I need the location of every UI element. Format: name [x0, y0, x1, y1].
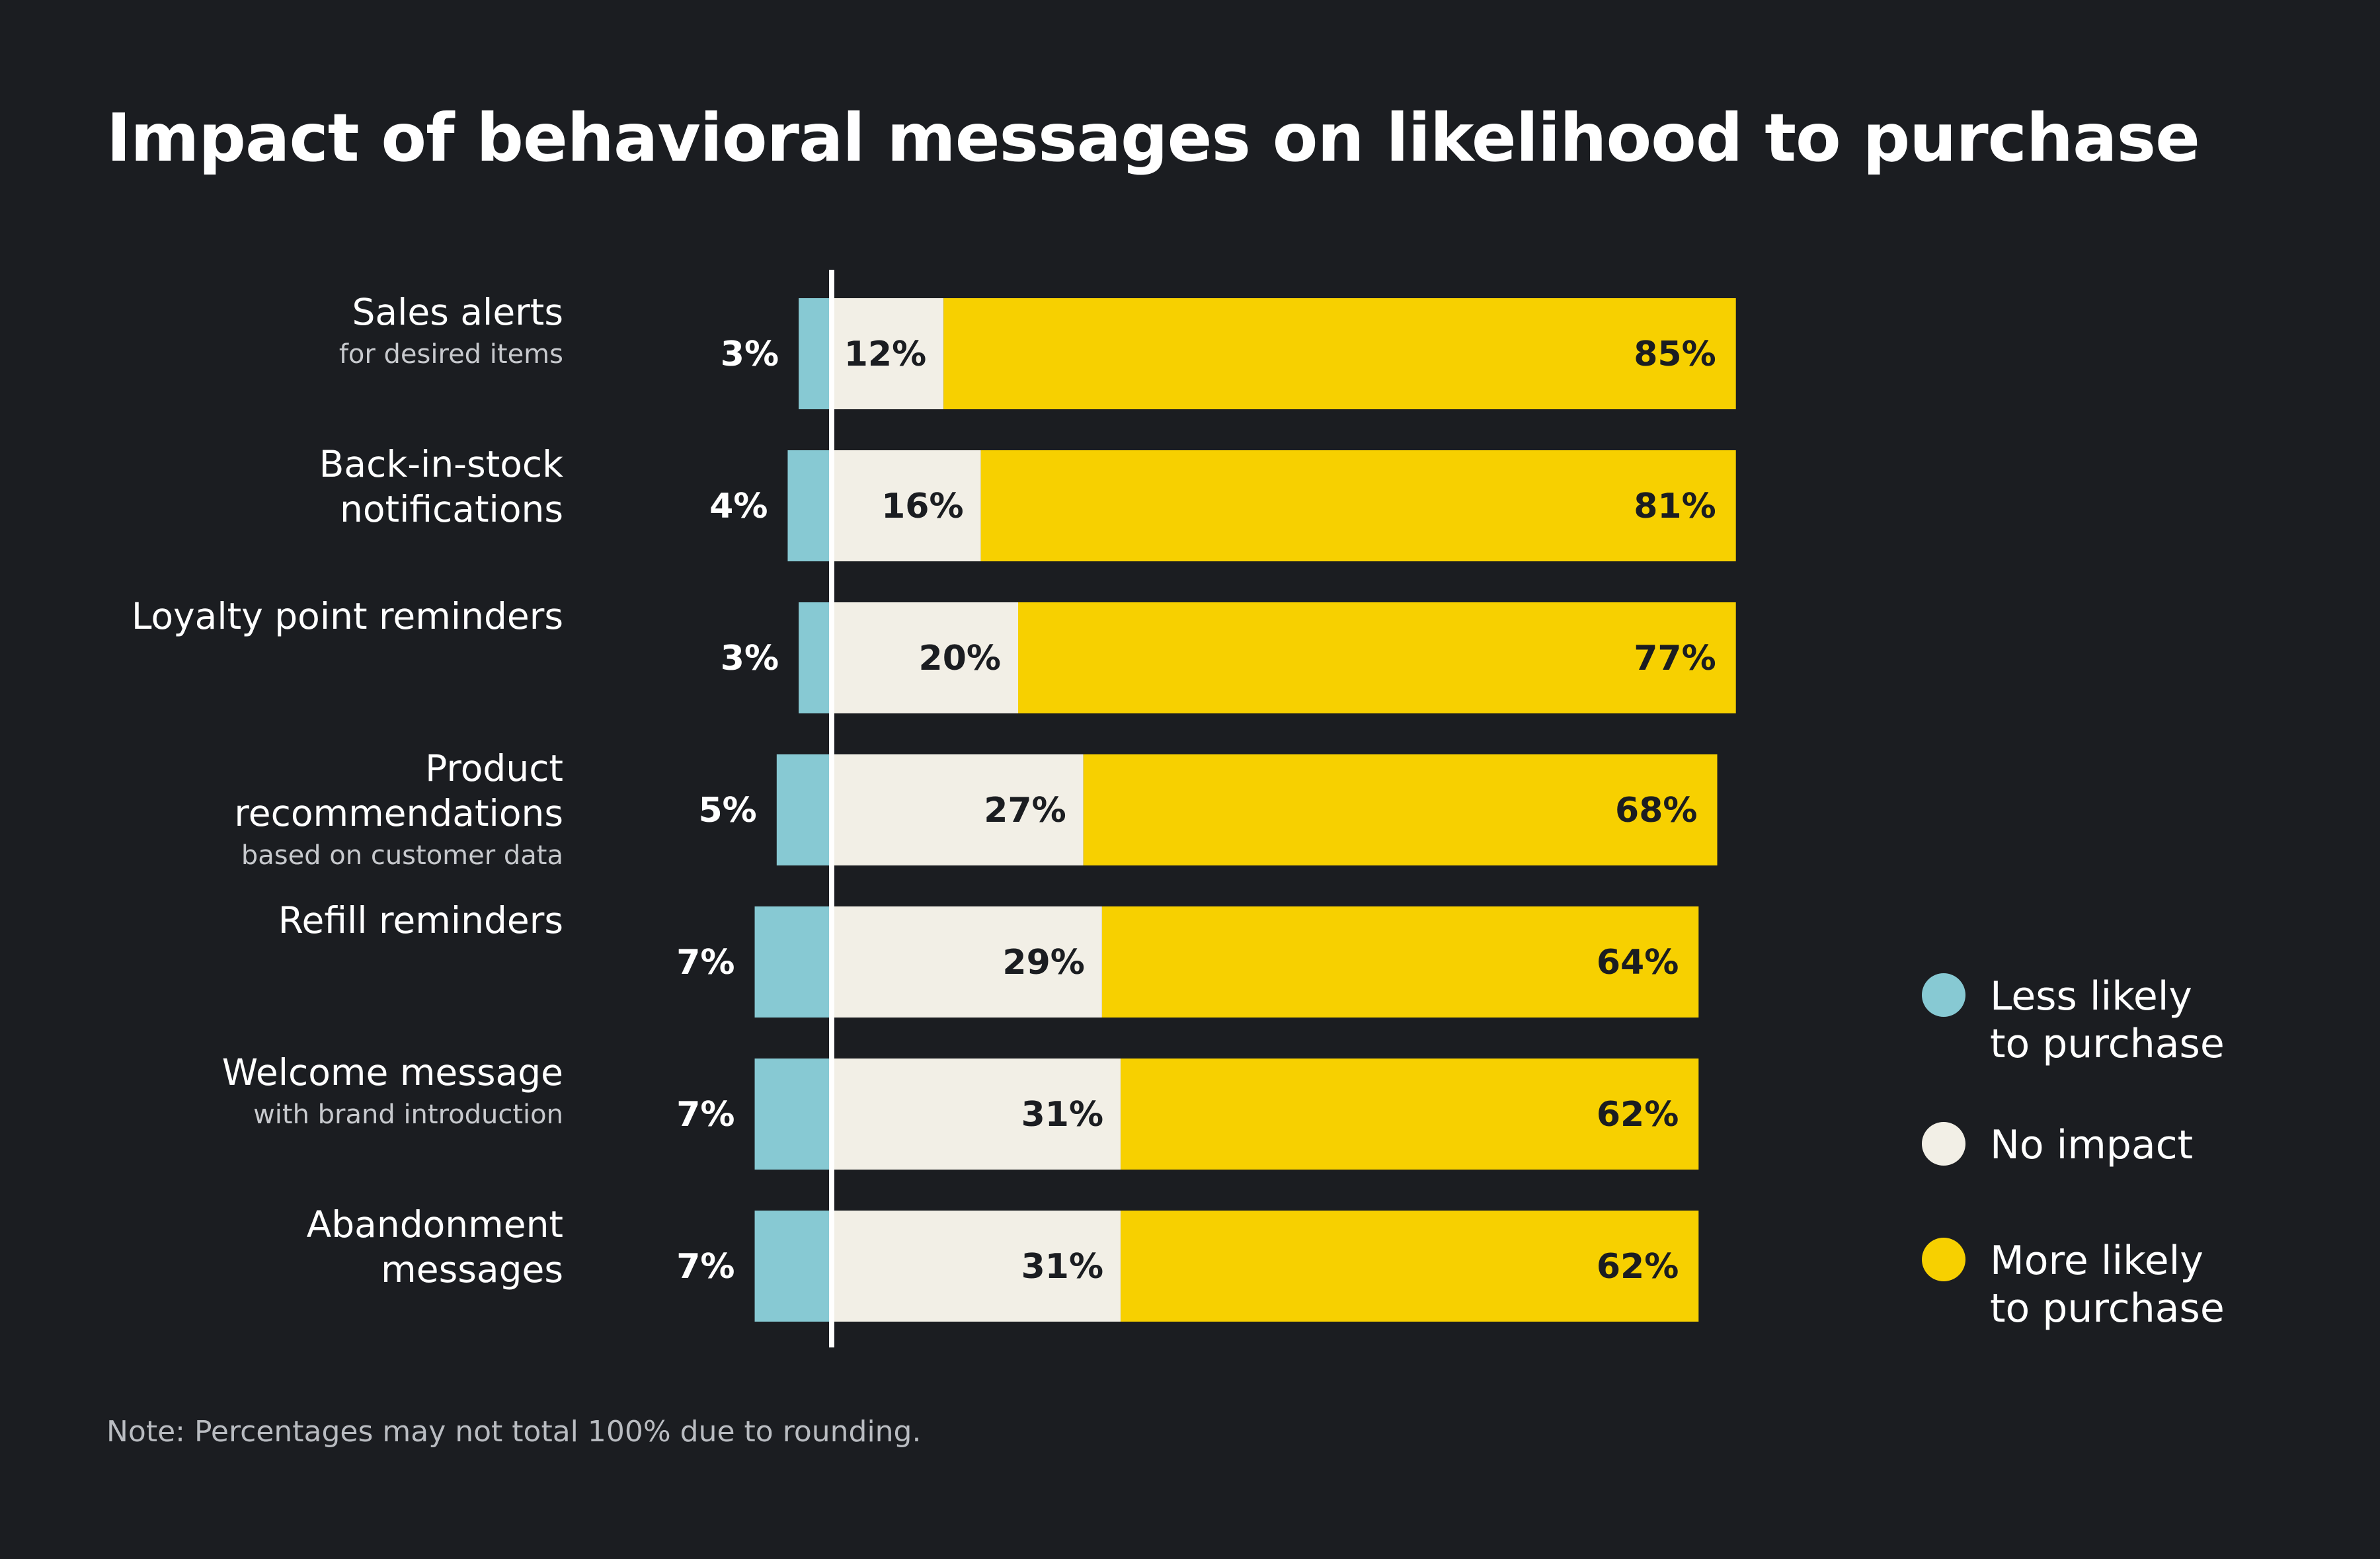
bar-less-likely	[799, 298, 832, 409]
bar-no-impact	[832, 754, 1084, 865]
label-no-impact: 29%	[1002, 943, 1084, 982]
bar-less-likely	[787, 450, 832, 561]
bar-no-impact	[832, 1211, 1121, 1322]
bar-no-impact	[832, 1059, 1121, 1170]
label-no-impact: 16%	[881, 487, 963, 526]
category-label: recommendations	[234, 792, 563, 834]
legend-swatch-no-impact	[1922, 1122, 1965, 1166]
label-more-likely: 62%	[1597, 1095, 1679, 1135]
category-label: Abandonment	[307, 1203, 563, 1246]
legend-label: to purchase	[1990, 1021, 2225, 1067]
category-label: Back-in-stock	[319, 443, 563, 485]
label-less-likely: 7%	[676, 1247, 734, 1287]
label-more-likely: 77%	[1634, 639, 1716, 678]
bar-more-likely	[980, 450, 1736, 561]
category-label: Refill reminders	[278, 899, 563, 941]
label-less-likely: 4%	[709, 487, 768, 526]
label-no-impact: 31%	[1021, 1247, 1103, 1287]
category-sublabel: based on customer data	[241, 840, 563, 871]
bar-less-likely	[754, 1059, 832, 1170]
bar-no-impact	[832, 298, 944, 409]
bar-less-likely	[799, 602, 832, 713]
legend-swatch-less-likely	[1922, 973, 1965, 1017]
bar-more-likely	[1101, 906, 1699, 1018]
bar-more-likely	[1018, 602, 1736, 713]
label-no-impact: 27%	[984, 791, 1066, 830]
category-label: notifications	[340, 488, 563, 530]
label-more-likely: 85%	[1634, 335, 1716, 374]
legend-label: to purchase	[1990, 1285, 2225, 1332]
footnote: Note: Percentages may not total 100% due…	[106, 1415, 922, 1449]
bar-no-impact	[832, 602, 1018, 713]
bar-no-impact	[832, 906, 1102, 1018]
legend-label: More likely	[1990, 1238, 2203, 1284]
category-label: Sales alerts	[352, 291, 563, 333]
label-more-likely: 64%	[1597, 943, 1679, 982]
label-more-likely: 62%	[1597, 1247, 1679, 1287]
category-sublabel: with brand introduction	[253, 1099, 563, 1130]
label-less-likely: 7%	[676, 943, 734, 982]
label-less-likely: 3%	[721, 639, 779, 678]
bar-more-likely	[1121, 1211, 1699, 1322]
legend-label: No impact	[1990, 1122, 2193, 1168]
bar-less-likely	[776, 754, 832, 865]
category-label: Loyalty point reminders	[132, 595, 563, 637]
bar-more-likely	[943, 298, 1736, 409]
bar-more-likely	[1121, 1059, 1699, 1170]
label-no-impact: 31%	[1021, 1095, 1103, 1135]
bar-less-likely	[754, 1211, 832, 1322]
bar-less-likely	[754, 906, 832, 1018]
category-label: messages	[381, 1248, 563, 1291]
category-label: Welcome message	[222, 1051, 563, 1094]
legend-label: Less likely	[1990, 973, 2192, 1019]
label-less-likely: 5%	[699, 791, 757, 830]
label-no-impact: 20%	[919, 639, 1001, 678]
category-label: Product	[425, 747, 563, 789]
chart-title: Impact of behavioral messages on likelih…	[106, 99, 2200, 177]
label-more-likely: 68%	[1615, 791, 1697, 830]
label-more-likely: 81%	[1634, 487, 1716, 526]
bar-more-likely	[1083, 754, 1718, 865]
category-sublabel: for desired items	[339, 339, 563, 370]
zero-baseline	[829, 270, 834, 1347]
label-less-likely: 3%	[721, 335, 779, 374]
label-no-impact: 12%	[844, 335, 926, 374]
legend-swatch-more-likely	[1922, 1238, 1965, 1281]
bar-no-impact	[832, 450, 981, 561]
label-less-likely: 7%	[676, 1095, 734, 1135]
